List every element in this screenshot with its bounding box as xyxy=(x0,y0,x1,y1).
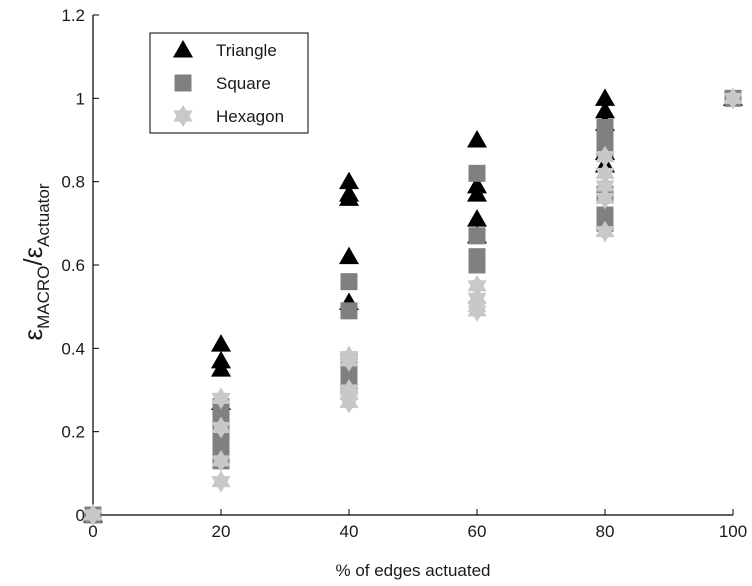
data-point-triangle xyxy=(467,130,487,148)
series-triangle xyxy=(83,88,743,523)
y-tick-label: 0.6 xyxy=(61,256,85,275)
y-tick-label: 0.4 xyxy=(61,339,85,358)
data-point-triangle xyxy=(211,359,231,377)
data-point-triangle xyxy=(595,100,615,119)
y-axis-title-separator: / xyxy=(18,258,48,266)
data-point-triangle xyxy=(211,334,231,352)
y-tick-label: 0.2 xyxy=(61,423,85,442)
data-point-square xyxy=(340,273,358,291)
data-point-hexagon xyxy=(467,274,487,297)
y-axis-title-symbol-2: ε xyxy=(18,246,48,258)
y-axis-title-symbol-1: ε xyxy=(18,329,48,341)
data-point-triangle xyxy=(339,171,359,190)
y-tick-label: 0 xyxy=(76,506,85,525)
data-point-triangle xyxy=(467,184,487,202)
data-point-hexagon xyxy=(595,145,615,168)
data-point-hexagon xyxy=(211,470,231,493)
svg-text:εMACRO/εActuator: εMACRO/εActuator xyxy=(18,183,53,340)
data-point-square xyxy=(212,435,230,453)
data-point-hexagon xyxy=(83,504,103,526)
data-point-triangle xyxy=(339,188,359,206)
series-square xyxy=(84,89,742,524)
data-point-hexagon xyxy=(211,387,231,410)
data-point-hexagon xyxy=(339,391,359,414)
data-point-square xyxy=(468,227,486,245)
axes: 0 20 40 60 80 100 0 0.2 0.4 0.6 0.8 1 1.2 xyxy=(61,6,747,541)
y-axis-title: εMACRO/εActuator xyxy=(18,183,53,340)
y-tick-label: 1.2 xyxy=(61,6,85,25)
data-point-hexagon xyxy=(595,187,615,210)
x-tick-label: 40 xyxy=(340,522,359,541)
legend-label-hexagon: Hexagon xyxy=(216,107,284,126)
x-tick-label: 60 xyxy=(468,522,487,541)
data-point-hexagon xyxy=(467,299,487,322)
data-point-triangle xyxy=(339,246,359,265)
data-point-hexagon xyxy=(595,220,615,243)
data-point-square xyxy=(468,164,486,182)
legend-marker-hexagon xyxy=(173,105,193,127)
y-axis-title-sub-2: Actuator xyxy=(34,183,53,247)
x-tick-label: 0 xyxy=(88,522,97,541)
legend-label-square: Square xyxy=(216,74,271,93)
data-point-hexagon xyxy=(339,349,359,372)
data-point-hexagon xyxy=(595,162,615,185)
y-tick-label: 0.8 xyxy=(61,173,85,192)
x-tick-label: 100 xyxy=(719,522,747,541)
data-marks xyxy=(83,87,743,526)
x-axis-title: % of edges actuated xyxy=(335,561,490,580)
data-point-hexagon xyxy=(723,87,743,110)
legend-marker-square xyxy=(174,74,192,92)
legend-marker-triangle xyxy=(173,40,193,58)
data-point-hexagon xyxy=(211,416,231,439)
legend: Triangle Square Hexagon xyxy=(149,32,309,134)
y-tick-label: 1 xyxy=(76,89,85,108)
data-point-triangle xyxy=(595,88,615,106)
x-tick-label: 20 xyxy=(212,522,231,541)
x-tick-label: 80 xyxy=(596,522,615,541)
series-hexagon xyxy=(83,87,743,526)
data-point-hexagon xyxy=(211,449,231,472)
legend-label-triangle: Triangle xyxy=(216,41,277,60)
data-point-hexagon xyxy=(595,174,615,197)
data-point-triangle xyxy=(467,209,487,227)
data-point-square xyxy=(468,256,486,274)
data-point-square xyxy=(340,302,358,320)
y-axis-title-sub-1: MACRO xyxy=(34,266,53,329)
